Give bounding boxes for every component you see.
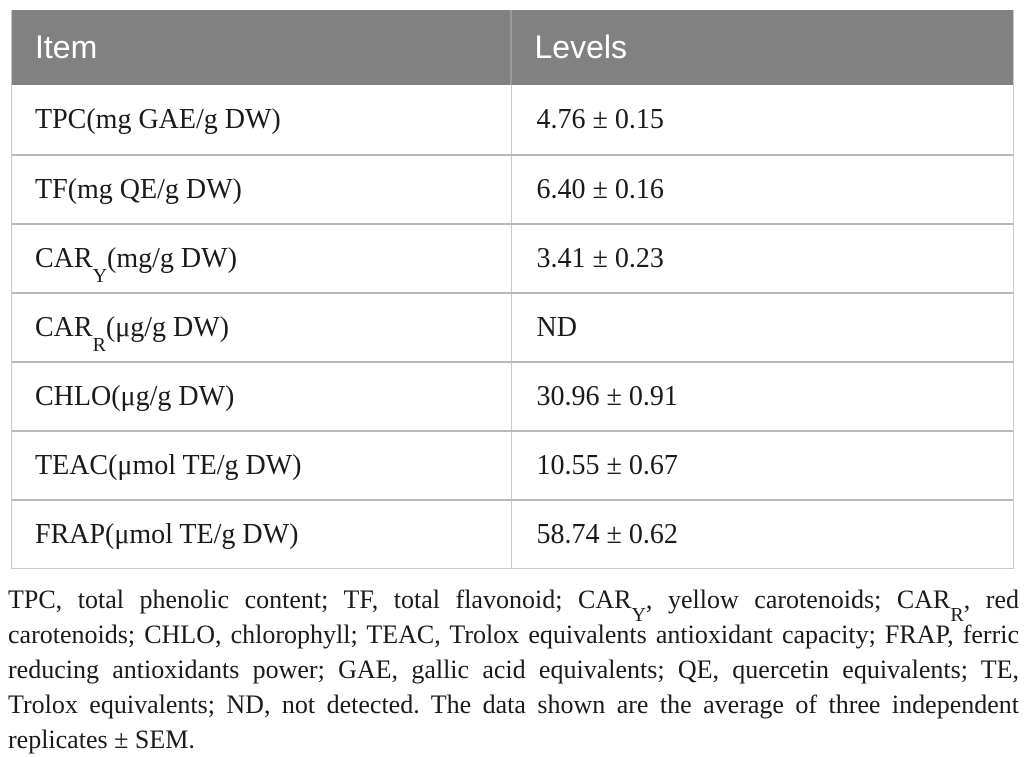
table-row-car-y: CAR Y (mg/g DW) 3.41 ± 0.23 bbox=[12, 223, 1013, 292]
header-cell-levels: Levels bbox=[534, 29, 628, 65]
item-text: TPC bbox=[35, 103, 87, 135]
item-subscript: R bbox=[92, 334, 106, 356]
item-cell: FRAP (μmol TE/g DW) bbox=[12, 501, 512, 568]
table-row-chlo: CHLO (μg/g DW) 30.96 ± 0.91 bbox=[12, 361, 1013, 430]
item-cell: CHLO (μg/g DW) bbox=[12, 363, 512, 430]
item-units: (μmol TE/g DW) bbox=[108, 449, 302, 481]
level-cell: ND bbox=[512, 294, 1013, 361]
footnote-text: , yellow carotenoids; CAR bbox=[645, 585, 951, 614]
table-header-row: Item Levels bbox=[12, 10, 1013, 85]
item-text: FRAP bbox=[35, 518, 106, 550]
table-row-tpc: TPC (mg GAE/g DW) 4.76 ± 0.15 bbox=[12, 85, 1013, 154]
level-value: 6.40 ± 0.16 bbox=[536, 173, 664, 205]
item-units: (mg QE/g DW) bbox=[67, 173, 242, 205]
footnote-text: TPC, total phenolic content; TF, total f… bbox=[8, 585, 632, 614]
item-text: TEAC bbox=[35, 449, 109, 481]
level-value: 3.41 ± 0.23 bbox=[536, 242, 664, 274]
item-units: (mg GAE/g DW) bbox=[86, 103, 281, 135]
table-row-teac: TEAC (μmol TE/g DW) 10.55 ± 0.67 bbox=[12, 430, 1013, 499]
item-units: (μg/g DW) bbox=[111, 380, 235, 412]
item-units: (μg/g DW) bbox=[105, 311, 230, 343]
level-value: 30.96 ± 0.91 bbox=[536, 380, 678, 412]
item-cell: TPC (mg GAE/g DW) bbox=[12, 85, 512, 154]
table-footnote: TPC, total phenolic content; TF, total f… bbox=[8, 582, 1019, 757]
item-cell: TEAC (μmol TE/g DW) bbox=[12, 432, 512, 499]
level-cell: 6.40 ± 0.16 bbox=[512, 156, 1013, 223]
item-text: CAR bbox=[35, 311, 93, 343]
level-value: 58.74 ± 0.62 bbox=[536, 518, 678, 550]
table-row-car-r: CAR R (μg/g DW) ND bbox=[12, 292, 1013, 361]
level-value: 4.76 ± 0.15 bbox=[536, 103, 664, 135]
item-cell: TF (mg QE/g DW) bbox=[12, 156, 512, 223]
item-units: (mg/g DW) bbox=[107, 242, 237, 274]
level-cell: 3.41 ± 0.23 bbox=[512, 225, 1013, 292]
item-cell: CAR R (μg/g DW) bbox=[12, 294, 512, 361]
level-cell: 4.76 ± 0.15 bbox=[512, 85, 1013, 154]
level-cell: 30.96 ± 0.91 bbox=[512, 363, 1013, 430]
item-text: CHLO bbox=[35, 380, 112, 412]
item-subscript: Y bbox=[92, 265, 108, 287]
table-row-frap: FRAP (μmol TE/g DW) 58.74 ± 0.62 bbox=[12, 499, 1013, 568]
level-value: ND bbox=[536, 311, 577, 343]
item-cell: CAR Y (mg/g DW) bbox=[12, 225, 512, 292]
results-table: Item Levels TPC (mg GAE/g DW) 4.76 ± 0.1… bbox=[11, 10, 1014, 569]
level-value: 10.55 ± 0.67 bbox=[536, 449, 678, 481]
level-cell: 10.55 ± 0.67 bbox=[512, 432, 1013, 499]
item-text: CAR bbox=[35, 242, 93, 274]
header-cell-item: Item bbox=[12, 10, 512, 85]
item-text: TF bbox=[35, 173, 68, 205]
table-row-tf: TF (mg QE/g DW) 6.40 ± 0.16 bbox=[12, 154, 1013, 223]
footnote-subscript: R bbox=[950, 604, 964, 627]
item-units: (μmol TE/g DW) bbox=[105, 518, 299, 550]
level-cell: 58.74 ± 0.62 bbox=[512, 501, 1013, 568]
footnote-subscript: Y bbox=[631, 604, 646, 627]
